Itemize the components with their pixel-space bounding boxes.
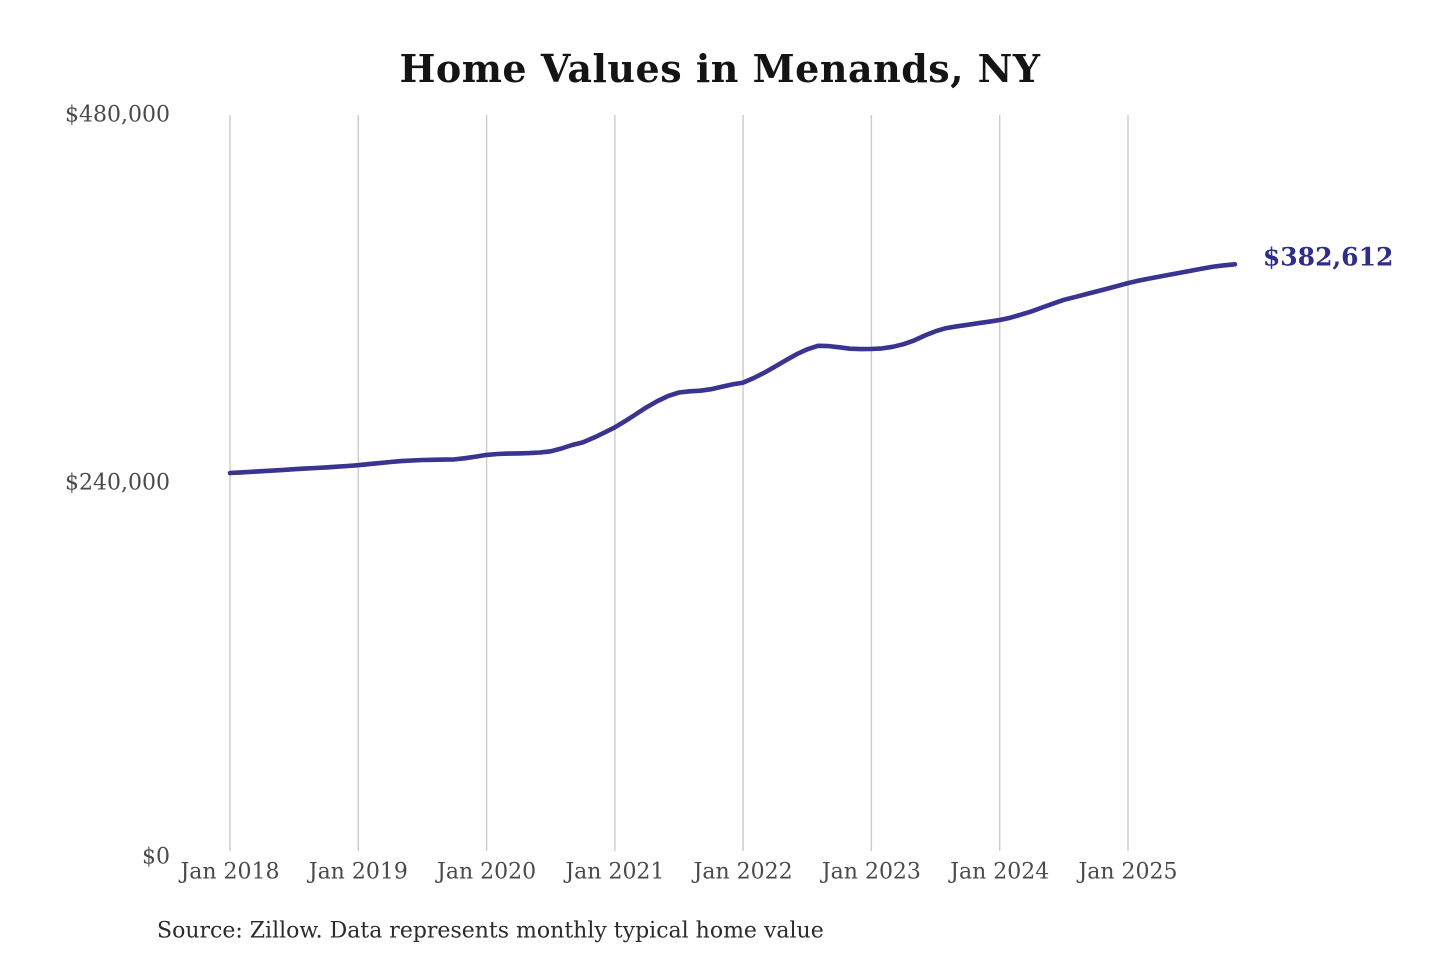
x-axis-tick-jan-2022: Jan 2022 xyxy=(693,859,793,885)
x-axis-tick-jan-2024: Jan 2024 xyxy=(950,859,1050,885)
source-note: Source: Zillow. Data represents monthly … xyxy=(157,918,824,944)
x-axis-tick-jan-2019: Jan 2019 xyxy=(308,859,408,885)
x-axis-tick-jan-2021: Jan 2021 xyxy=(565,859,665,885)
home-value-line-series xyxy=(227,261,1238,476)
y-axis-tick-480000: $480,000 xyxy=(65,102,170,128)
chart-title: Home Values in Menands, NY xyxy=(399,46,1041,91)
x-axis-tick-jan-2020: Jan 2020 xyxy=(437,859,537,885)
latest-value-label: $382,612 xyxy=(1262,242,1394,272)
y-axis-tick-240000: $240,000 xyxy=(65,470,170,496)
x-axis-tick-jan-2018: Jan 2018 xyxy=(180,859,280,885)
x-axis-tick-jan-2025: Jan 2025 xyxy=(1078,859,1178,885)
x-axis-tick-jan-2023: Jan 2023 xyxy=(821,859,921,885)
y-axis-tick-0: $0 xyxy=(142,844,170,870)
